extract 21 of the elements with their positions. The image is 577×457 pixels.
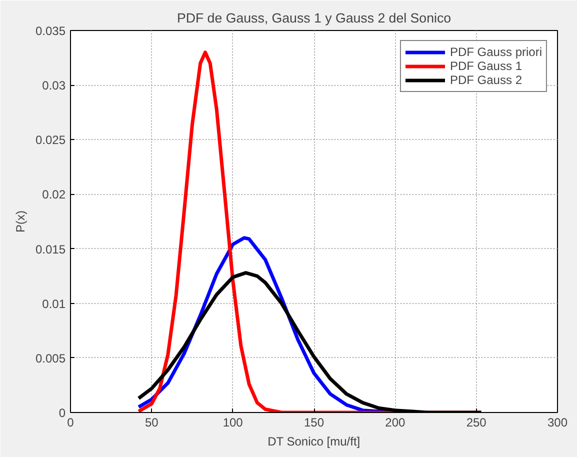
legend-label: PDF Gauss 1 (450, 59, 522, 73)
y-axis-title: P(x) (13, 210, 28, 232)
y-tick-label: 0 (58, 406, 66, 420)
y-tick-label: 0.025 (35, 133, 66, 148)
y-tick-label: 0.015 (35, 242, 66, 256)
x-axis-title: DT Sonico [mu/ft] (268, 434, 360, 448)
y-tick-label: 0.035 (35, 24, 66, 38)
x-tick-label: 250 (466, 416, 487, 430)
x-tick-label: 0 (67, 416, 74, 430)
x-tick-label: 50 (144, 416, 159, 430)
chart-title: PDF de Gauss, Gauss 1 y Gauss 2 del Sonico (176, 10, 452, 26)
x-tick-label: 200 (385, 416, 406, 430)
legend-label: PDF Gauss priori (450, 45, 542, 59)
y-tick-label: 0.02 (42, 188, 66, 202)
x-tick-label: 300 (547, 416, 568, 430)
x-tick-label: 150 (304, 416, 324, 430)
y-tick-label: 0.01 (42, 296, 66, 311)
y-tick-label: 0.03 (42, 78, 66, 93)
y-tick-label: 0.005 (35, 351, 66, 366)
legend-label: PDF Gauss 2 (450, 73, 522, 87)
x-tick-label: 100 (222, 416, 244, 430)
